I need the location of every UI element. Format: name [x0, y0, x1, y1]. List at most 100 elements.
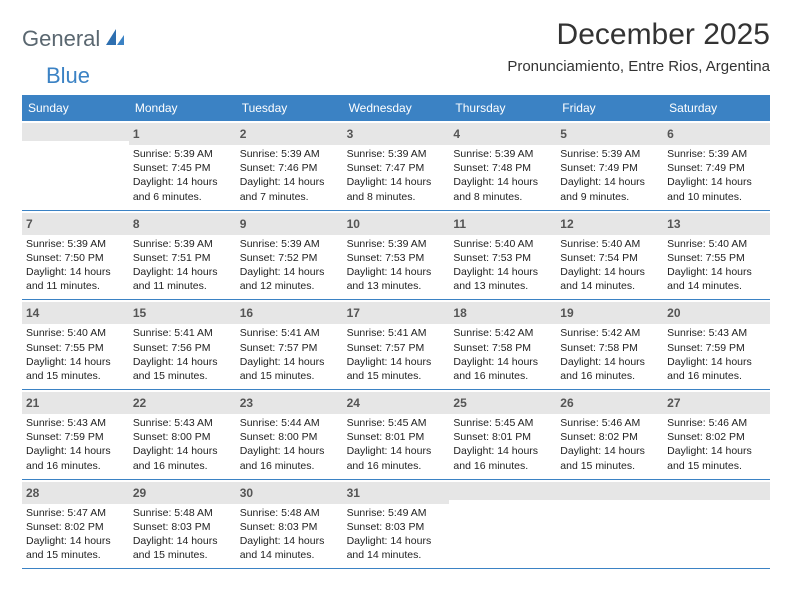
weekday-label: Friday — [556, 95, 663, 121]
calendar-cell: 6Sunrise: 5:39 AMSunset: 7:49 PMDaylight… — [663, 121, 770, 210]
calendar-cell: 17 Sunrise: 5:41 AMSunset: 7:57 PMDayligh… — [343, 300, 450, 389]
day-number: 26 — [560, 396, 573, 410]
day-number: 12 — [560, 217, 573, 231]
calendar-cell: 31 Sunrise: 5:49 AMSunset: 8:03 PMDayligh… — [343, 480, 450, 569]
day-info: Sunrise: 5:48 AMSunset: 8:03 PMDaylight:… — [240, 506, 339, 563]
day-info: Sunrise: 5:39 AMSunset: 7:46 PMDaylight:… — [240, 147, 339, 204]
logo: General — [22, 18, 128, 52]
day-info: Sunrise: 5:39 AMSunset: 7:45 PMDaylight:… — [133, 147, 232, 204]
day-info: Sunrise: 5:39 AMSunset: 7:49 PMDaylight:… — [560, 147, 659, 204]
weekday-label: Monday — [129, 95, 236, 121]
day-number: 31 — [347, 486, 360, 500]
day-number: 25 — [453, 396, 466, 410]
day-number: 22 — [133, 396, 146, 410]
day-number: 14 — [26, 306, 39, 320]
calendar-cell: 4 Sunrise: 5:39 AMSunset: 7:48 PMDaylight… — [449, 121, 556, 210]
calendar-cell: 30Sunrise: 5:48 AMSunset: 8:03 PMDayligh… — [236, 480, 343, 569]
day-info: Sunrise: 5:48 AMSunset: 8:03 PMDaylight:… — [133, 506, 232, 563]
calendar-cell: 18Sunrise: 5:42 AMSunset: 7:58 PMDayligh… — [449, 300, 556, 389]
calendar-cell: 29 Sunrise: 5:48 AMSunset: 8:03 PMDayligh… — [129, 480, 236, 569]
day-number: 1 — [133, 127, 140, 141]
day-number: 7 — [26, 217, 33, 231]
calendar-cell: 24 Sunrise: 5:45 AMSunset: 8:01 PMDayligh… — [343, 390, 450, 479]
day-info: Sunrise: 5:46 AMSunset: 8:02 PMDaylight:… — [560, 416, 659, 473]
day-number: 29 — [133, 486, 146, 500]
calendar-cell: 15Sunrise: 5:41 AMSunset: 7:56 PMDayligh… — [129, 300, 236, 389]
day-number: 10 — [347, 217, 360, 231]
calendar-week: 21 Sunrise: 5:43 AMSunset: 7:59 PMDayligh… — [22, 390, 770, 480]
day-number: 2 — [240, 127, 247, 141]
day-info: Sunrise: 5:46 AMSunset: 8:02 PMDaylight:… — [667, 416, 766, 473]
day-number: 23 — [240, 396, 253, 410]
day-number: 13 — [667, 217, 680, 231]
day-number: 5 — [560, 127, 567, 141]
calendar-cell: 25 Sunrise: 5:45 AMSunset: 8:01 PMDayligh… — [449, 390, 556, 479]
day-info: Sunrise: 5:43 AMSunset: 7:59 PMDaylight:… — [26, 416, 125, 473]
calendar-cell: 20 Sunrise: 5:43 AMSunset: 7:59 PMDayligh… — [663, 300, 770, 389]
calendar-cell: 12 Sunrise: 5:40 AMSunset: 7:54 PMDayligh… — [556, 211, 663, 300]
day-info: Sunrise: 5:47 AMSunset: 8:02 PMDaylight:… — [26, 506, 125, 563]
day-number: 15 — [133, 306, 146, 320]
day-number: 4 — [453, 127, 460, 141]
calendar-cell: 1 Sunrise: 5:39 AMSunset: 7:45 PMDaylight… — [129, 121, 236, 210]
calendar-cell: 28 Sunrise: 5:47 AMSunset: 8:02 PMDayligh… — [22, 480, 129, 569]
calendar-cell: 2 Sunrise: 5:39 AMSunset: 7:46 PMDaylight… — [236, 121, 343, 210]
day-info: Sunrise: 5:42 AMSunset: 7:58 PMDaylight:… — [560, 326, 659, 383]
calendar-week: 14 Sunrise: 5:40 AMSunset: 7:55 PMDayligh… — [22, 300, 770, 390]
logo-text-general: General — [22, 26, 100, 52]
day-number: 28 — [26, 486, 39, 500]
logo-sail-icon — [104, 27, 126, 52]
calendar-week: 7 Sunrise: 5:39 AMSunset: 7:50 PMDaylight… — [22, 211, 770, 301]
calendar-cell: 23 Sunrise: 5:44 AMSunset: 8:00 PMDayligh… — [236, 390, 343, 479]
calendar-cell — [449, 480, 556, 569]
day-info: Sunrise: 5:39 AMSunset: 7:53 PMDaylight:… — [347, 237, 446, 294]
calendar-cell: 7 Sunrise: 5:39 AMSunset: 7:50 PMDaylight… — [22, 211, 129, 300]
weekday-label: Saturday — [663, 95, 770, 121]
day-number: 27 — [667, 396, 680, 410]
day-info: Sunrise: 5:40 AMSunset: 7:55 PMDaylight:… — [26, 326, 125, 383]
calendar-week: 28 Sunrise: 5:47 AMSunset: 8:02 PMDayligh… — [22, 480, 770, 570]
day-info: Sunrise: 5:39 AMSunset: 7:49 PMDaylight:… — [667, 147, 766, 204]
day-info: Sunrise: 5:40 AMSunset: 7:55 PMDaylight:… — [667, 237, 766, 294]
page-title: December 2025 — [507, 18, 770, 52]
day-number: 8 — [133, 217, 140, 231]
day-info: Sunrise: 5:39 AMSunset: 7:52 PMDaylight:… — [240, 237, 339, 294]
day-number: 9 — [240, 217, 247, 231]
day-number: 19 — [560, 306, 573, 320]
day-info: Sunrise: 5:44 AMSunset: 8:00 PMDaylight:… — [240, 416, 339, 473]
day-info: Sunrise: 5:40 AMSunset: 7:53 PMDaylight:… — [453, 237, 552, 294]
calendar: SundayMondayTuesdayWednesdayThursdayFrid… — [22, 95, 770, 569]
day-info: Sunrise: 5:39 AMSunset: 7:47 PMDaylight:… — [347, 147, 446, 204]
calendar-cell: 9 Sunrise: 5:39 AMSunset: 7:52 PMDaylight… — [236, 211, 343, 300]
day-info: Sunrise: 5:45 AMSunset: 8:01 PMDaylight:… — [453, 416, 552, 473]
calendar-cell: 22Sunrise: 5:43 AMSunset: 8:00 PMDayligh… — [129, 390, 236, 479]
weekday-header: SundayMondayTuesdayWednesdayThursdayFrid… — [22, 95, 770, 121]
day-info: Sunrise: 5:41 AMSunset: 7:57 PMDaylight:… — [347, 326, 446, 383]
day-number: 21 — [26, 396, 39, 410]
day-info: Sunrise: 5:39 AMSunset: 7:48 PMDaylight:… — [453, 147, 552, 204]
day-number: 11 — [453, 217, 466, 231]
day-number: 17 — [347, 306, 360, 320]
calendar-cell — [556, 480, 663, 569]
day-number: 16 — [240, 306, 253, 320]
calendar-cell: 8Sunrise: 5:39 AMSunset: 7:51 PMDaylight… — [129, 211, 236, 300]
calendar-cell: 11 Sunrise: 5:40 AMSunset: 7:53 PMDayligh… — [449, 211, 556, 300]
day-number: 24 — [347, 396, 360, 410]
day-info: Sunrise: 5:49 AMSunset: 8:03 PMDaylight:… — [347, 506, 446, 563]
calendar-cell — [22, 121, 129, 210]
calendar-cell: 3Sunrise: 5:39 AMSunset: 7:47 PMDaylight… — [343, 121, 450, 210]
calendar-cell — [663, 480, 770, 569]
calendar-cell: 19 Sunrise: 5:42 AMSunset: 7:58 PMDayligh… — [556, 300, 663, 389]
day-number: 20 — [667, 306, 680, 320]
calendar-cell: 13 Sunrise: 5:40 AMSunset: 7:55 PMDayligh… — [663, 211, 770, 300]
weekday-label: Sunday — [22, 95, 129, 121]
day-info: Sunrise: 5:40 AMSunset: 7:54 PMDaylight:… — [560, 237, 659, 294]
day-info: Sunrise: 5:45 AMSunset: 8:01 PMDaylight:… — [347, 416, 446, 473]
logo-text-blue: Blue — [46, 63, 90, 88]
calendar-cell: 5 Sunrise: 5:39 AMSunset: 7:49 PMDaylight… — [556, 121, 663, 210]
day-info: Sunrise: 5:41 AMSunset: 7:57 PMDaylight:… — [240, 326, 339, 383]
calendar-cell: 16 Sunrise: 5:41 AMSunset: 7:57 PMDayligh… — [236, 300, 343, 389]
day-info: Sunrise: 5:39 AMSunset: 7:50 PMDaylight:… — [26, 237, 125, 294]
calendar-cell: 14 Sunrise: 5:40 AMSunset: 7:55 PMDayligh… — [22, 300, 129, 389]
day-info: Sunrise: 5:43 AMSunset: 7:59 PMDaylight:… — [667, 326, 766, 383]
